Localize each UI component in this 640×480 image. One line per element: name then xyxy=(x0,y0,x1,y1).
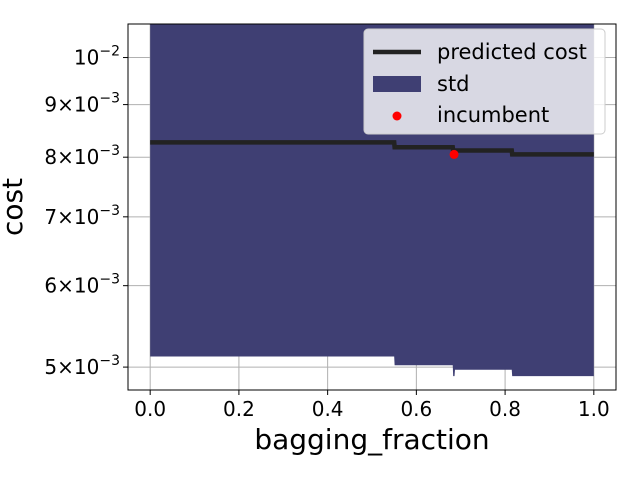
legend: predicted cost std incumbent xyxy=(363,28,606,135)
y-tick-label: 7×10−3 xyxy=(44,203,120,229)
y-tick-label: 6×10−3 xyxy=(44,272,120,298)
x-tick-label: 0.2 xyxy=(223,397,255,421)
predicted-cost-line xyxy=(150,140,594,157)
y-tick-label: 8×10−3 xyxy=(44,143,120,169)
y-axis-label: cost xyxy=(0,178,29,236)
y-tick-label: 10−2 xyxy=(74,44,120,70)
x-axis-label: bagging_fraction xyxy=(254,423,489,456)
incumbent-point xyxy=(449,149,459,159)
x-tick-label: 0.4 xyxy=(312,397,344,421)
plot-frame xyxy=(127,23,617,391)
legend-label-predicted-cost: predicted cost xyxy=(437,40,587,64)
legend-label-std: std xyxy=(437,72,470,96)
y-ticks: 5×10−3 6×10−3 7×10−3 8×10−3 9×10−3 10−2 xyxy=(44,44,128,379)
legend-label-incumbent: incumbent xyxy=(437,103,549,127)
x-tick-label: 0.0 xyxy=(134,397,166,421)
y-tick-label: 9×10−3 xyxy=(44,91,120,117)
legend-swatch-incumbent xyxy=(392,111,402,121)
legend-swatch-std xyxy=(373,76,421,92)
legend-box xyxy=(363,28,606,135)
incumbent-points xyxy=(449,149,459,159)
y-tick-label: 5×10−3 xyxy=(44,353,120,379)
x-tick-label: 1.0 xyxy=(578,397,610,421)
x-tick-label: 0.8 xyxy=(489,397,521,421)
x-ticks: 0.0 0.2 0.4 0.6 0.8 1.0 xyxy=(134,390,610,421)
x-tick-label: 0.6 xyxy=(400,397,432,421)
